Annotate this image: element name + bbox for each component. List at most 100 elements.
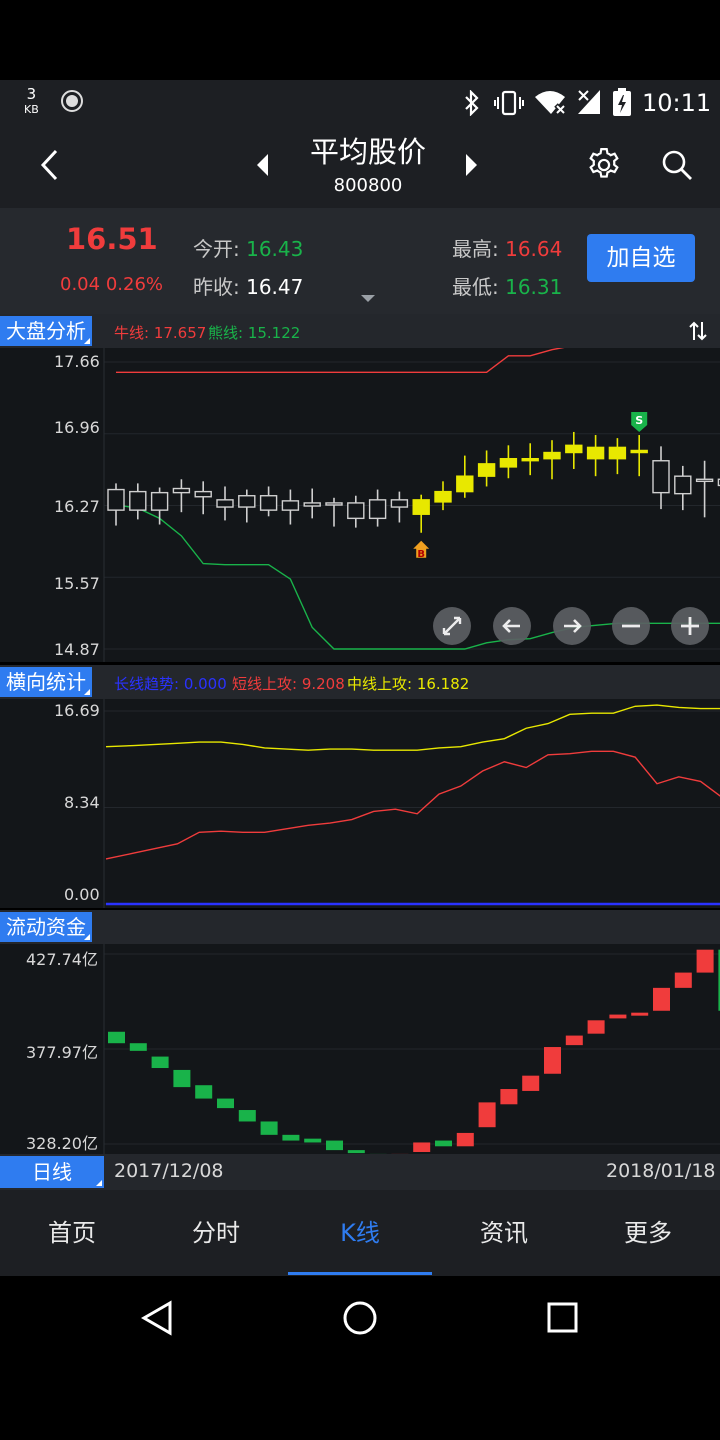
capital-bar (565, 1035, 583, 1046)
stock-code: 800800 (333, 175, 403, 196)
prev-close-label: 昨收: (193, 275, 240, 299)
record-icon (61, 90, 83, 112)
candle-body (390, 499, 409, 508)
candle-body (281, 500, 300, 511)
zoom-in-button[interactable] (671, 607, 709, 645)
search-icon[interactable] (660, 148, 694, 182)
end-date: 2018/01/18 (606, 1160, 716, 1182)
candle-body (652, 460, 670, 494)
wifi-icon (535, 91, 567, 116)
panel1-header (0, 314, 720, 348)
candle-body (325, 502, 343, 506)
bull-line (116, 341, 720, 373)
top-band (0, 0, 720, 80)
candle-body (347, 502, 365, 520)
status-bar: 3 KB 10:11 (0, 80, 720, 126)
capital-chart-svg (103, 944, 720, 1157)
capital-bar (609, 1014, 627, 1019)
period-selector[interactable]: 日线 (0, 1156, 104, 1188)
capital-bar (217, 1098, 234, 1109)
system-nav-bar (0, 1276, 720, 1360)
scroll-right-button[interactable] (553, 607, 591, 645)
capital-bar (129, 1043, 147, 1051)
capital-chart-area[interactable]: 427.74亿 377.97亿 328.20亿 (0, 944, 720, 1157)
capital-bar (326, 1140, 343, 1151)
capital-bar (413, 1142, 431, 1152)
add-watchlist-button[interactable]: 加自选 (587, 234, 695, 282)
candle-body (412, 499, 430, 515)
p3-ytick-2: 328.20亿 (26, 1134, 98, 1153)
candle-body (368, 499, 387, 520)
low-row: 最低: 16.31 (452, 271, 562, 300)
tab-kline[interactable]: K线 (340, 1219, 380, 1247)
expand-chevron-icon[interactable] (360, 294, 376, 304)
arrow-left-icon (502, 619, 520, 633)
candle-body (150, 491, 169, 511)
long-trend-legend: 长线趋势: 0.000 (114, 675, 227, 693)
p1-ytick-1: 16.96 (54, 418, 100, 437)
quote-panel: 16.51 0.04 0.26% 今开: 16.43 昨收: 16.47 最高:… (0, 208, 720, 314)
stat-chart-area[interactable]: 16.69 8.34 0.00 (0, 699, 720, 908)
tab-more[interactable]: 更多 (624, 1219, 672, 1247)
candle-body (172, 487, 191, 494)
candle-body (216, 499, 234, 508)
candle-body (717, 478, 720, 487)
candle-body (194, 490, 212, 498)
low-label: 最低: (452, 275, 499, 299)
candle-body (630, 449, 648, 454)
capital-bar (544, 1047, 561, 1074)
high-label: 最高: (452, 237, 499, 261)
capital-bar (478, 1102, 496, 1128)
capital-bar (631, 1012, 649, 1016)
panel2-label[interactable]: 横向统计 (0, 667, 92, 697)
fullscreen-button[interactable] (433, 607, 471, 645)
tab-news[interactable]: 资讯 (480, 1219, 528, 1247)
bottom-band (0, 1360, 720, 1440)
high-row: 最高: 16.64 (452, 233, 562, 262)
next-stock-icon[interactable] (462, 152, 480, 178)
prev-close-value: 16.47 (246, 275, 304, 299)
capital-bar (260, 1121, 278, 1135)
short-attack-line (105, 750, 720, 860)
candle-body (434, 490, 452, 503)
panel1-label[interactable]: 大盘分析 (0, 316, 92, 346)
candle-body (259, 495, 278, 511)
nav-home-icon[interactable] (341, 1299, 379, 1337)
panel3-label[interactable]: 流动资金 (0, 912, 92, 942)
gear-icon[interactable] (585, 146, 623, 184)
back-icon[interactable] (36, 148, 62, 182)
capital-bar (718, 949, 720, 1011)
price-change: 0.04 0.26% (60, 274, 163, 295)
nav-back-icon[interactable] (140, 1300, 176, 1336)
candle-body (521, 457, 539, 462)
nav-recents-icon[interactable] (546, 1301, 580, 1335)
capital-bar (347, 1150, 365, 1154)
candle-body (238, 495, 256, 508)
traffic-indicator: 3 KB (24, 86, 39, 118)
p1-ytick-0: 17.66 (54, 352, 100, 371)
bull-line-legend: 牛线: 17.657 (114, 324, 207, 342)
candle-body (456, 475, 474, 493)
candle-chart-svg: BS (103, 341, 720, 662)
stock-title: 平均股价 (309, 135, 426, 169)
scroll-left-button[interactable] (493, 607, 531, 645)
zoom-out-button[interactable] (612, 607, 650, 645)
p1-ytick-3: 15.57 (54, 574, 100, 593)
traffic-unit: KB (24, 103, 39, 116)
p2-ytick-0: 16.69 (54, 701, 100, 720)
bottom-tab-bar: 首页 分时 K线 资讯 更多 (0, 1190, 720, 1276)
capital-bar (304, 1138, 322, 1143)
period-bar (0, 1154, 720, 1190)
tab-home[interactable]: 首页 (48, 1219, 96, 1247)
switch-arrows-icon[interactable] (688, 320, 708, 342)
battery-icon (613, 88, 631, 116)
capital-bar (696, 949, 714, 973)
prev-stock-icon[interactable] (254, 152, 272, 178)
fullscreen-icon (442, 616, 462, 636)
clock: 10:11 (642, 89, 712, 117)
start-date: 2017/12/08 (114, 1160, 224, 1182)
tab-intraday[interactable]: 分时 (192, 1219, 240, 1247)
capital-bar (151, 1056, 169, 1069)
p1-ytick-2: 16.27 (54, 497, 100, 516)
